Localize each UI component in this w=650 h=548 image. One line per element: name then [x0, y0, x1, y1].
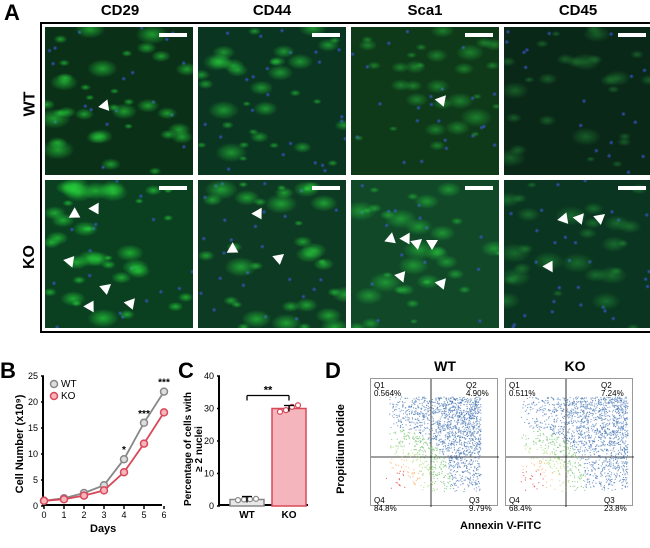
arrowhead	[593, 214, 607, 226]
svg-text:5: 5	[33, 475, 38, 485]
svg-text:25: 25	[28, 371, 38, 381]
panel-d: D Propidium Iodide WT KO 0010³10³10⁴10⁴1…	[325, 358, 645, 538]
svg-text:0: 0	[209, 501, 214, 511]
panel-b-label: B	[0, 358, 16, 384]
svg-text:5: 5	[141, 510, 146, 520]
microscopy-cell	[504, 27, 650, 175]
microscopy-cell	[198, 180, 346, 328]
svg-text:KO: KO	[282, 510, 297, 521]
svg-text:*: *	[122, 445, 126, 456]
quadrant-label: Q1 0.511%	[509, 382, 536, 398]
quadrant-label: Q4 68.4%	[509, 497, 532, 513]
microscopy-cell	[45, 180, 193, 328]
col-header-cd29: CD29	[90, 2, 150, 19]
scale-bar	[159, 186, 187, 190]
svg-text:20: 20	[28, 397, 38, 407]
scale-bar	[312, 33, 340, 37]
flow-title-wt: WT	[395, 358, 495, 374]
panel-c: C Percentage of cells with ≥ 2 nuclei 01…	[178, 358, 318, 538]
svg-text:15: 15	[28, 423, 38, 433]
svg-text:3: 3	[101, 510, 106, 520]
scale-bar	[312, 186, 340, 190]
arrowhead	[426, 240, 438, 250]
svg-text:2: 2	[81, 510, 86, 520]
panel-c-ylabel: Percentage of cells with ≥ 2 nuclei	[183, 389, 205, 509]
panel-a-label: A	[4, 0, 20, 26]
quadrant-label: Q1 0.564%	[374, 382, 401, 398]
panel-b-chart: 05101520250123456WTKO*******	[42, 376, 162, 506]
quadrant-label: Q3 9.79%	[469, 497, 492, 513]
row-label-ko: KO	[21, 245, 39, 269]
quadrant-label: Q3 23.8%	[604, 497, 627, 513]
svg-text:***: ***	[158, 378, 170, 389]
quadrant-label: Q4 84.8%	[374, 497, 397, 513]
flow-plot-ko: 0010³10³10⁴10⁴10⁵10⁵Q1 0.511%Q2 7.24%Q3 …	[505, 378, 633, 506]
svg-text:4: 4	[121, 510, 126, 520]
arrowhead	[99, 284, 113, 296]
flow-plot-wt: 0010³10³10⁴10⁴10⁵10⁵Q1 0.564%Q2 4.90%Q3 …	[370, 378, 498, 506]
scale-bar	[618, 33, 646, 37]
svg-text:6: 6	[161, 510, 166, 520]
svg-text:0: 0	[41, 510, 46, 520]
panel-c-label: C	[178, 358, 194, 384]
scale-bar	[618, 186, 646, 190]
svg-text:***: ***	[138, 409, 150, 420]
microscopy-cell	[45, 27, 193, 175]
quadrant-label: Q2 4.90%	[466, 382, 489, 398]
svg-text:KO: KO	[61, 391, 76, 402]
panel-d-xlabel: Annexin V-FITC	[460, 520, 541, 532]
scale-bar	[159, 33, 187, 37]
col-header-cd44: CD44	[242, 2, 302, 19]
svg-text:WT: WT	[239, 510, 255, 521]
panel-b-xlabel: Days	[90, 523, 116, 535]
microscopy-cell	[198, 27, 346, 175]
arrowhead	[410, 239, 424, 251]
svg-text:10: 10	[204, 469, 214, 479]
scale-bar	[465, 33, 493, 37]
microscopy-grid	[40, 22, 650, 333]
svg-text:20: 20	[204, 436, 214, 446]
panel-b-ylabel: Cell Number (x10⁹)	[14, 394, 26, 494]
svg-text:0: 0	[33, 501, 38, 511]
microscopy-cell	[504, 180, 650, 328]
microscopy-cell	[351, 180, 499, 328]
col-header-cd45: CD45	[548, 2, 608, 19]
scale-bar	[465, 186, 493, 190]
quadrant-label: Q2 7.24%	[601, 382, 624, 398]
row-label-wt: WT	[21, 92, 39, 117]
svg-text:1: 1	[61, 510, 66, 520]
svg-text:WT: WT	[61, 379, 77, 390]
panel-b: B Cell Number (x10⁹) 0 5 10 15 20 25 0 1 2 3 4 5 6 WT…	[0, 358, 170, 538]
col-header-sca1: Sca1	[395, 2, 455, 19]
microscopy-cell	[351, 27, 499, 175]
svg-text:10: 10	[28, 449, 38, 459]
panel-c-chart: 010203040WTKO**	[218, 376, 308, 506]
flow-title-ko: KO	[525, 358, 625, 374]
arrowhead	[272, 254, 286, 266]
svg-text:**: **	[264, 385, 273, 397]
panel-a: A WT KO CD29 CD44 Sca1 CD45	[0, 0, 650, 340]
svg-text:30: 30	[204, 404, 214, 414]
panel-d-label: D	[325, 358, 341, 384]
svg-text:40: 40	[204, 371, 214, 381]
panel-d-ylabel: Propidium Iodide	[335, 399, 347, 499]
